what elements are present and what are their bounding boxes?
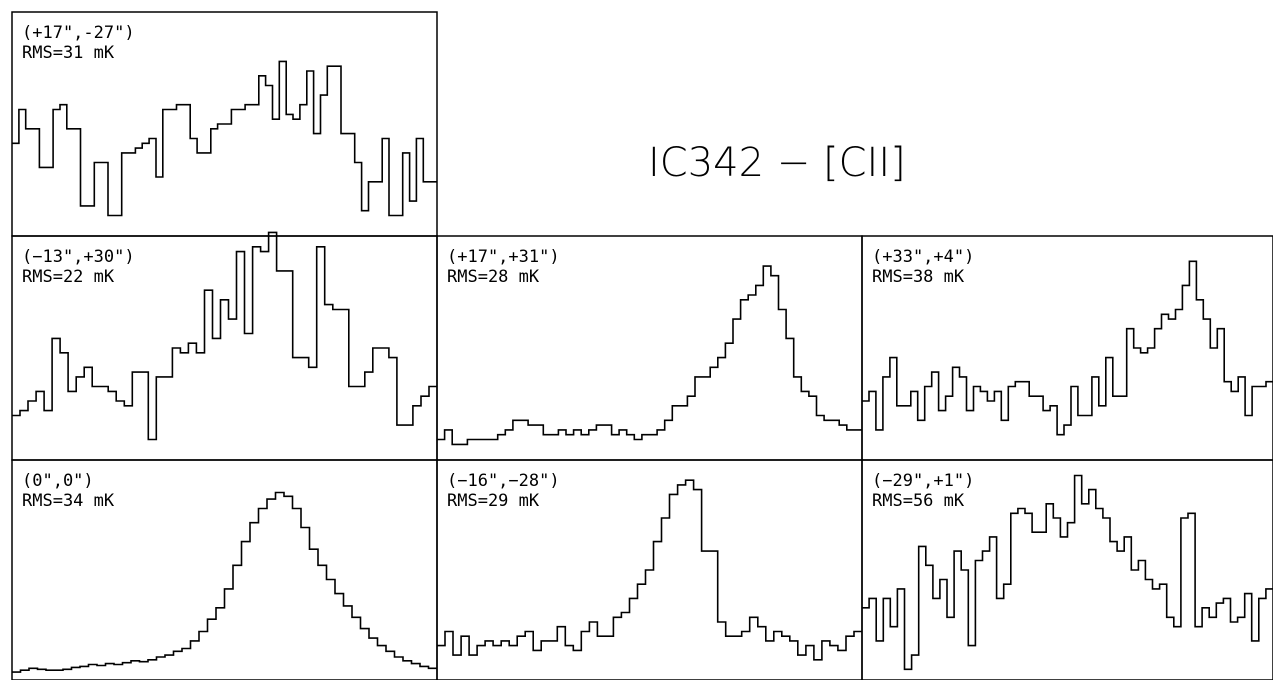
offset-position-label: (+17",-27")	[22, 23, 135, 43]
panel-frame	[861, 459, 1273, 680]
rms-label: RMS=29 mK	[447, 491, 540, 511]
spectrum-line	[862, 260, 1273, 436]
offset-position-label: (+33",+4")	[872, 247, 974, 267]
spectrum-line	[437, 479, 862, 661]
rms-label: RMS=34 mK	[22, 491, 115, 511]
rms-label: RMS=56 mK	[872, 491, 965, 511]
spectrum-line	[862, 474, 1273, 671]
spectrum-panel: (−29",+1")RMS=56 mK	[861, 459, 1273, 680]
spectrum-line	[12, 60, 437, 217]
spectrum-line	[12, 231, 437, 441]
spectra-panels: (+17",-27")RMS=31 mK(−13",+30")RMS=22 mK…	[11, 11, 1273, 680]
offset-position-label: (−16",−28")	[447, 471, 560, 491]
spectrum-panel: (+17",-27")RMS=31 mK	[11, 11, 438, 237]
spectrum-panel: (−16",−28")RMS=29 mK	[436, 459, 863, 680]
offset-position-label: (+17",+31")	[447, 247, 560, 267]
rms-label: RMS=31 mK	[22, 43, 115, 63]
rms-label: RMS=22 mK	[22, 267, 115, 287]
offset-position-label: (−13",+30")	[22, 247, 135, 267]
rms-label: RMS=28 mK	[447, 267, 540, 287]
rms-label: RMS=38 mK	[872, 267, 965, 287]
spectrum-panel: (0",0")RMS=34 mK	[11, 459, 438, 680]
spectrum-panel: (+17",+31")RMS=28 mK	[436, 235, 863, 461]
spectrum-line	[437, 265, 862, 446]
spectrum-line	[12, 491, 437, 673]
offset-position-label: (−29",+1")	[872, 471, 974, 491]
figure-title: IC342 − [CII]	[648, 140, 906, 186]
offset-position-label: (0",0")	[22, 471, 94, 491]
spectrum-panel: (−13",+30")RMS=22 mK	[11, 231, 438, 461]
spectrum-panel: (+33",+4")RMS=38 mK	[861, 235, 1273, 461]
